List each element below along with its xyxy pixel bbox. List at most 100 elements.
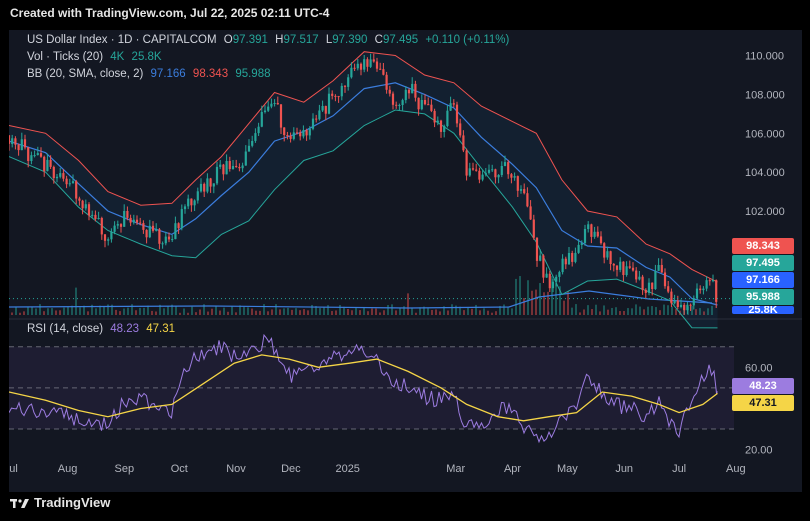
volume-bar	[51, 308, 53, 315]
candle-body	[100, 218, 103, 235]
candle-body	[692, 298, 695, 306]
candle-body	[327, 93, 331, 114]
volume-bar	[687, 306, 689, 315]
candle-body	[91, 214, 94, 216]
volume-bar	[523, 298, 525, 315]
bollinger-band-fill	[9, 51, 718, 328]
candle-body	[465, 150, 468, 176]
volume-bar	[591, 309, 593, 315]
volume-bar	[567, 291, 569, 315]
candle-body	[343, 85, 347, 87]
volume-bar	[579, 312, 581, 315]
volume-bar	[23, 311, 25, 315]
volume-bar	[451, 304, 453, 315]
volume-bar	[199, 309, 201, 315]
volume-bar	[159, 304, 161, 315]
candle-body	[337, 96, 340, 98]
volume-bar	[15, 307, 17, 315]
volume-bar	[435, 309, 437, 315]
volume-bar	[383, 310, 385, 315]
candle-body	[273, 103, 276, 104]
candle-body	[670, 291, 673, 304]
volume-bar	[299, 310, 301, 315]
volume-bar	[483, 308, 485, 315]
volume-bar	[535, 289, 537, 315]
symbol-title[interactable]: US Dollar Index · 1D · CAPITALCOM	[27, 34, 217, 46]
candle-body	[567, 253, 571, 265]
candle-body	[203, 183, 206, 192]
volume-bar	[363, 307, 365, 315]
chart-canvas[interactable]: 100.000102.000104.000106.000108.000110.0…	[9, 30, 802, 492]
candle-body	[420, 100, 423, 110]
volume-bar	[403, 306, 405, 315]
volume-bar	[387, 305, 389, 315]
volume-bar	[115, 309, 117, 315]
volume-bar	[495, 311, 497, 315]
bollinger-lower-badge: 95.988	[732, 289, 794, 305]
candle-body	[308, 128, 311, 136]
volume-bar	[575, 304, 577, 315]
candle-body	[577, 244, 580, 253]
volume-bar	[91, 304, 93, 315]
open-value: 97.391	[232, 34, 268, 46]
bollinger-label[interactable]: BB (20, SMA, close, 2)	[27, 68, 144, 80]
candle-body	[471, 168, 475, 170]
volume-bar	[415, 312, 417, 315]
candle-body	[705, 280, 708, 289]
volume-bar	[411, 307, 413, 315]
candle-body	[449, 103, 452, 111]
candle-body	[107, 239, 110, 241]
candle-body	[523, 189, 526, 194]
tradingview-logo[interactable]: TradingView	[10, 495, 110, 510]
price-legend: US Dollar Index · 1D · CAPITALCOM O97.39…	[27, 34, 513, 46]
volume-bar	[471, 308, 473, 315]
volume-bar	[67, 306, 69, 315]
candle-body	[651, 282, 654, 289]
volume-bar	[279, 309, 281, 315]
volume-bar	[711, 305, 713, 315]
candle-body	[55, 176, 59, 179]
volume-bar	[31, 307, 33, 315]
volume-bar	[611, 307, 613, 315]
volume-bar	[71, 305, 73, 315]
volume-bar	[139, 307, 141, 315]
candle-body	[36, 153, 39, 155]
volume-bar	[267, 311, 269, 315]
rsi-label[interactable]: RSI (14, close)	[27, 323, 104, 335]
candle-body	[209, 178, 212, 187]
volume-bar	[607, 309, 609, 315]
volume-bar	[531, 290, 533, 315]
candle-body	[238, 167, 241, 169]
volume-bar	[39, 304, 41, 315]
rsi-legend: RSI (14, close) 48.23 47.31	[27, 323, 179, 335]
volume-bar	[275, 304, 277, 315]
candle-body	[139, 222, 142, 224]
candle-body	[241, 165, 244, 169]
candle-body	[219, 164, 222, 167]
candle-body	[654, 270, 657, 289]
time-tick-label: Aug	[58, 463, 78, 475]
volume-bar	[559, 286, 561, 315]
candle-body	[126, 211, 129, 218]
candle-body	[263, 110, 267, 112]
time-tick-label: Jun	[615, 463, 633, 475]
candle-body	[350, 67, 353, 78]
volume-bar	[35, 308, 37, 315]
candle-body	[468, 168, 471, 176]
bollinger-legend: BB (20, SMA, close, 2) 97.166 98.343 95.…	[27, 68, 275, 80]
chart-area[interactable]: 100.000102.000104.000106.000108.000110.0…	[9, 30, 802, 492]
close-value: 97.495	[382, 34, 419, 46]
candle-body	[196, 191, 199, 201]
rsi-ma-value: 47.31	[146, 323, 176, 335]
rsi-tick-label: 60.00	[745, 362, 773, 374]
candle-body	[23, 139, 27, 148]
volume-bar	[179, 312, 181, 315]
candle-body	[206, 178, 209, 192]
volume-bar	[643, 309, 645, 315]
volume-label[interactable]: Vol · Ticks (20)	[27, 51, 104, 63]
candle-body	[75, 181, 78, 199]
candle-body	[190, 198, 193, 206]
candle-body	[123, 211, 126, 227]
candle-body	[679, 304, 683, 307]
candle-body	[119, 224, 123, 227]
